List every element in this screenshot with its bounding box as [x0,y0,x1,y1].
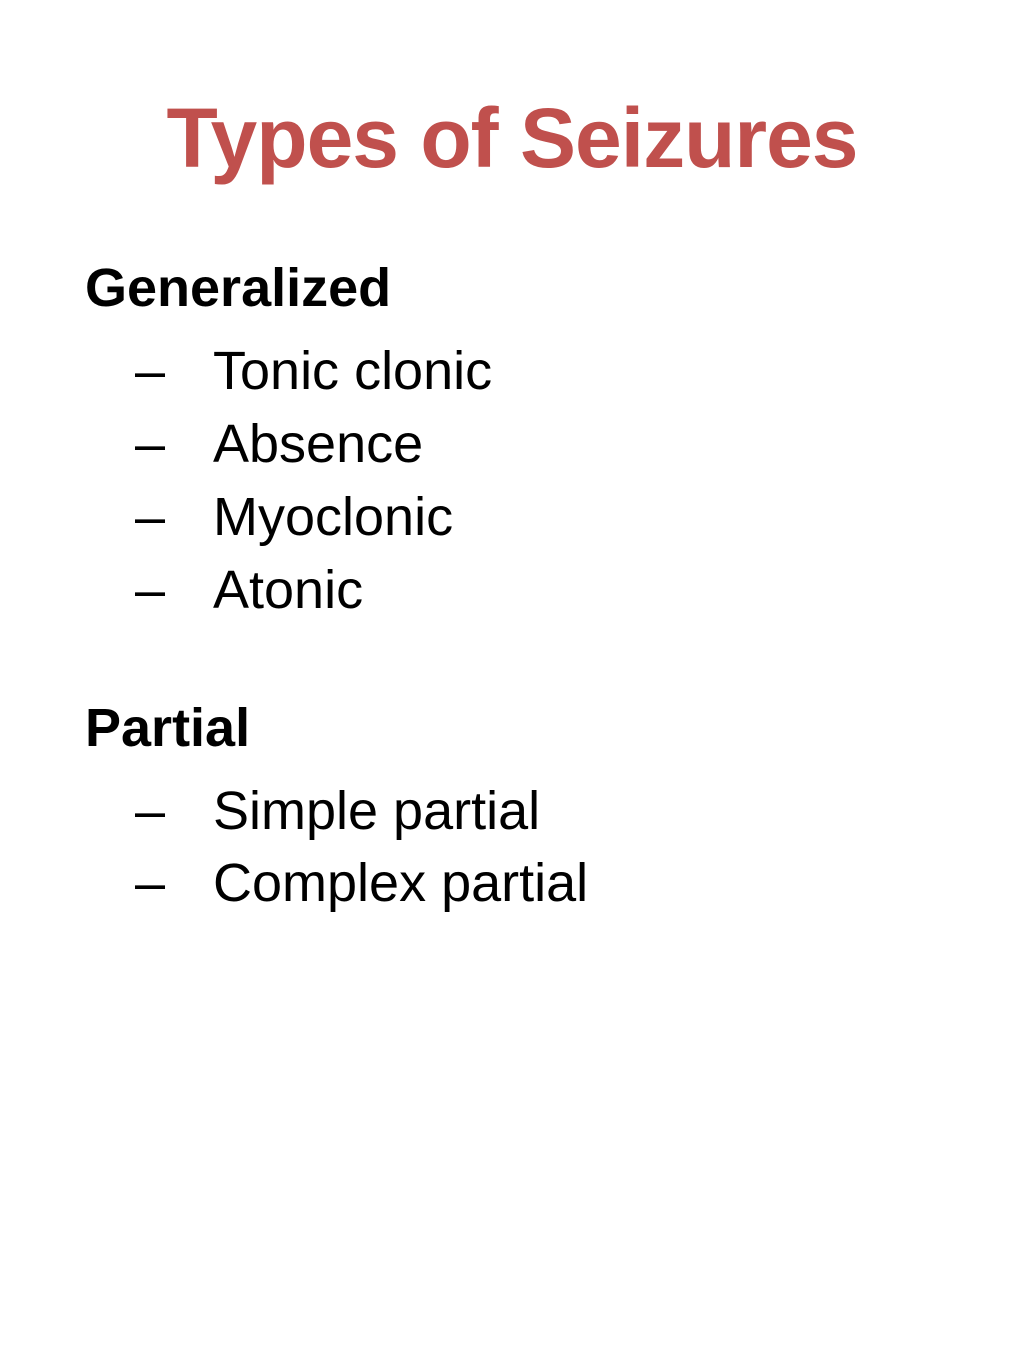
section-heading: Generalized [85,257,939,319]
list-item-text: Complex partial [213,847,939,920]
partial-list: – Simple partial – Complex partial [85,775,939,921]
list-item-text: Tonic clonic [213,335,939,408]
list-item-text: Atonic [213,554,939,627]
dash-icon: – [135,335,213,408]
dash-icon: – [135,847,213,920]
page-title: Types of Seizures [85,90,939,187]
generalized-list: – Tonic clonic – Absence – Myoclonic – A… [85,335,939,627]
dash-icon: – [135,408,213,481]
dash-icon: – [135,554,213,627]
list-item-text: Myoclonic [213,481,939,554]
list-item-text: Simple partial [213,775,939,848]
dash-icon: – [135,775,213,848]
section-partial: Partial – Simple partial – Complex parti… [85,697,939,921]
list-item-text: Absence [213,408,939,481]
list-item: – Atonic [135,554,939,627]
list-item: – Absence [135,408,939,481]
list-item: – Simple partial [135,775,939,848]
list-item: – Tonic clonic [135,335,939,408]
section-generalized: Generalized – Tonic clonic – Absence – M… [85,257,939,627]
dash-icon: – [135,481,213,554]
section-heading: Partial [85,697,939,759]
list-item: – Myoclonic [135,481,939,554]
list-item: – Complex partial [135,847,939,920]
